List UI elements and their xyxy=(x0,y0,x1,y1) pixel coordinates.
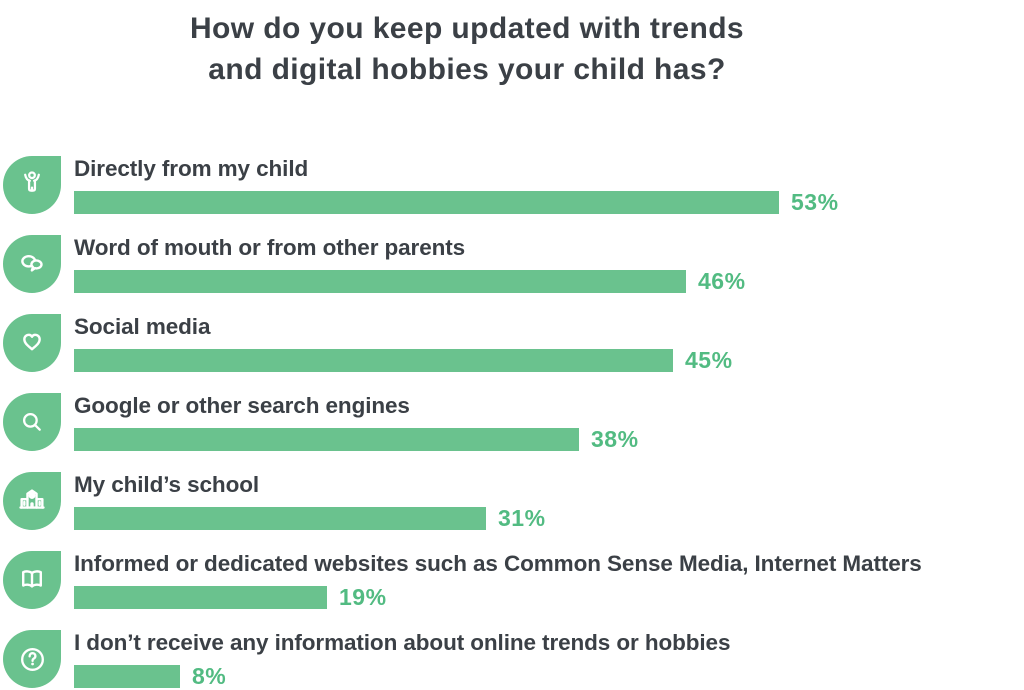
bar-row: My child’s school 31% xyxy=(3,472,1024,531)
bar-rows: Directly from my child 53% Word of mouth… xyxy=(3,156,1024,689)
chart-title-line1: How do you keep updated with trends xyxy=(189,12,745,45)
bar-row: Directly from my child 53% xyxy=(3,156,1024,215)
bar xyxy=(74,191,779,214)
speech-bubbles-icon xyxy=(3,235,61,293)
bar-row: I don’t receive any information about on… xyxy=(3,630,1024,689)
category-label: Word of mouth or from other parents xyxy=(74,235,466,260)
category-label: I don’t receive any information about on… xyxy=(74,630,731,655)
bar-value-label: 8% xyxy=(192,663,227,689)
bar xyxy=(74,428,579,451)
bar-value-label: 38% xyxy=(591,426,639,452)
chart-title-line2: and digital hobbies your child has? xyxy=(208,53,726,86)
search-icon xyxy=(3,393,61,451)
bar-row: Google or other search engines 38% xyxy=(3,393,1024,452)
bar xyxy=(74,665,180,688)
bar xyxy=(74,270,686,293)
bar-row: Word of mouth or from other parents 46% xyxy=(3,235,1024,294)
bar-value-label: 53% xyxy=(791,189,839,215)
bar-value-label: 46% xyxy=(698,268,746,294)
chart-title: How do you keep updated with trends and … xyxy=(0,0,934,90)
bar-value-label: 31% xyxy=(498,505,546,531)
bar-value-label: 45% xyxy=(685,347,733,373)
bar-row: Social media 45% xyxy=(3,314,1024,373)
school-icon xyxy=(3,472,61,530)
category-label: Directly from my child xyxy=(74,156,309,181)
bar xyxy=(74,507,486,530)
bar-value-label: 19% xyxy=(339,584,387,610)
open-book-icon xyxy=(3,551,61,609)
heart-icon xyxy=(3,314,61,372)
bar-row: Informed or dedicated websites such as C… xyxy=(3,551,1024,610)
category-label: Google or other search engines xyxy=(74,393,410,418)
bar xyxy=(74,349,673,372)
question-icon xyxy=(3,630,61,688)
child-icon xyxy=(3,156,61,214)
category-label: My child’s school xyxy=(74,472,260,497)
bar xyxy=(74,586,327,609)
category-label: Informed or dedicated websites such as C… xyxy=(74,551,922,576)
category-label: Social media xyxy=(74,314,211,339)
